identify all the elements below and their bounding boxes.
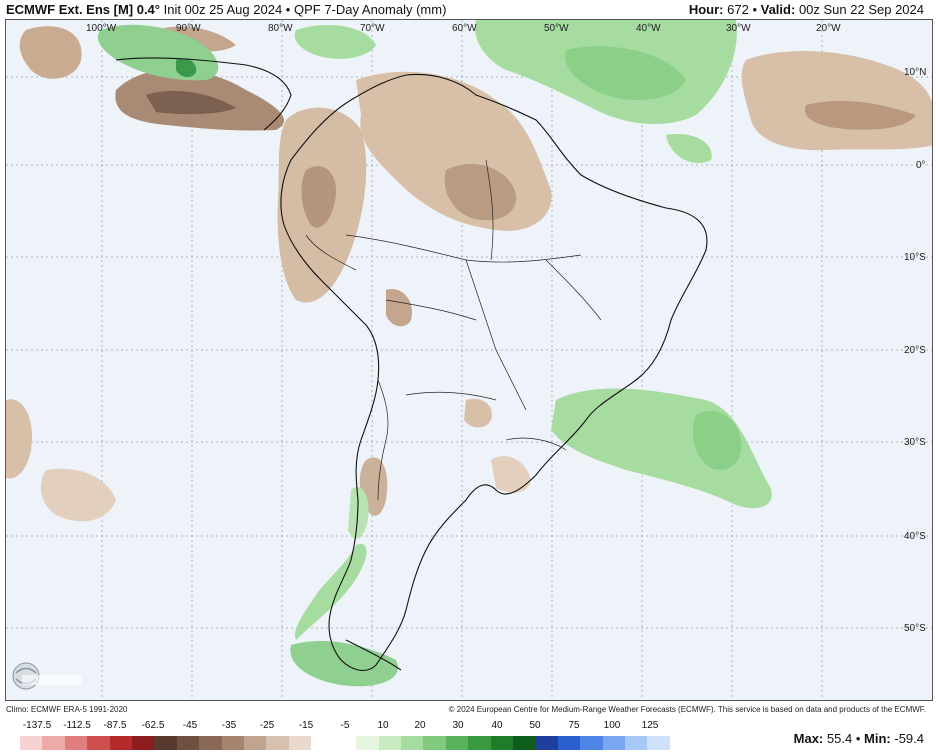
lon-label: 80°W [268,23,293,34]
lon-label: 30°W [726,23,751,34]
scale-label: 125 [641,720,659,731]
init-time: Init 00z 25 Aug 2024 [163,2,283,17]
scale-label: -45 [182,720,198,731]
model-name: ECMWF Ext. Ens [M] 0.4° [6,2,160,17]
scale-swatch [154,736,177,750]
scale-swatch [557,736,581,750]
color-scale-labels: -137.5 -112.5 -87.5 -62.5 -45 -35 -25 -1… [0,720,700,732]
lat-label: 20°S [904,345,926,356]
scale-swatch [490,736,513,750]
scale-swatch [288,736,312,750]
scale-swatch [378,736,401,750]
max-min-stats: Max: 55.4 • Min: -59.4 [793,731,924,746]
wet-anomaly-areas [97,20,772,687]
product-name: QPF 7-Day Anomaly (mm) [293,2,447,17]
copyright-note: © 2024 European Centre for Medium-Range … [448,705,926,714]
scale-swatch [624,736,648,750]
scale-swatch [356,736,379,750]
scale-label: 30 [452,720,464,731]
lon-label: 20°W [816,23,841,34]
valid-info: Hour: 672 • Valid: 00z Sun 22 Sep 2024 [688,2,924,17]
scale-swatch [647,736,670,750]
climo-note: Climo: ECMWF ERA-5 1991-2020 [6,705,128,714]
map-title: ECMWF Ext. Ens [M] 0.4° Init 00z 25 Aug … [6,2,447,17]
scale-swatch [333,736,357,750]
header-bar: ECMWF Ext. Ens [M] 0.4° Init 00z 25 Aug … [0,0,936,19]
scale-label: -112.5 [63,720,91,731]
lat-label: 50°S [904,623,926,634]
scale-swatch [221,736,245,750]
scale-swatch [176,736,200,750]
scale-swatch [199,736,222,750]
min-label: Min: [864,731,891,746]
max-label: Max: [793,731,824,746]
scale-swatch [311,736,334,750]
valid-label: Valid: [760,2,796,17]
dry-anomaly-areas [6,26,932,522]
logo-icon [12,662,82,690]
scale-swatch [512,736,536,750]
lon-label: 100°W [86,23,117,34]
scale-label: -15 [298,720,314,731]
scale-label: 50 [529,720,541,731]
longitude-labels: 100°W 90°W 80°W 70°W 60°W 50°W 40°W 30°W… [86,23,841,34]
min-value: -59.4 [894,731,924,746]
scale-label: -35 [221,720,237,731]
map-canvas: 100°W 90°W 80°W 70°W 60°W 50°W 40°W 30°W… [6,20,932,700]
scale-swatch [400,736,424,750]
scale-swatch [468,736,491,750]
scale-swatch [423,736,446,750]
scale-swatch [42,736,65,750]
scale-swatch [580,736,603,750]
lon-label: 90°W [176,23,201,34]
hour-label: Hour: [688,2,724,17]
scale-swatch [87,736,110,750]
scale-swatch [266,736,289,750]
latitude-labels: 10°N 0° 10°S 20°S 30°S 40°S 50°S [904,67,926,634]
scale-swatch [244,736,267,750]
scale-swatch [602,736,625,750]
lat-label: 30°S [904,437,926,448]
lon-label: 40°W [636,23,661,34]
lat-label: 10°S [904,252,926,263]
scale-swatch [20,736,43,750]
lat-label: 0° [916,160,926,171]
weatherbell-logo [10,659,88,693]
lat-label: 40°S [904,531,926,542]
scale-swatch [132,736,155,750]
color-scale-bar [20,736,670,750]
scale-label: 20 [414,720,426,731]
scale-swatch [535,736,558,750]
scale-label: 75 [568,720,580,731]
coastline [115,57,708,671]
scale-label: -62.5 [141,720,165,731]
graticule [6,20,932,700]
country-borders [305,159,602,501]
scale-label: 100 [603,720,621,731]
scale-swatch [109,736,133,750]
lat-label: 10°N [904,67,926,78]
scale-label: -87.5 [103,720,127,731]
valid-time: 00z Sun 22 Sep 2024 [798,2,924,17]
qpf-anomaly-map: 100°W 90°W 80°W 70°W 60°W 50°W 40°W 30°W… [5,19,933,701]
scale-label: 40 [491,720,503,731]
lon-label: 60°W [452,23,477,34]
scale-label: -25 [259,720,275,731]
scale-label: -137.5 [22,720,52,731]
lon-label: 50°W [544,23,569,34]
scale-swatch [445,736,469,750]
scale-swatch [64,736,88,750]
hour-value: 672 [727,2,749,17]
scale-label: 10 [377,720,389,731]
max-value: 55.4 [826,731,853,746]
lon-label: 70°W [360,23,385,34]
scale-label: -5 [340,720,350,731]
